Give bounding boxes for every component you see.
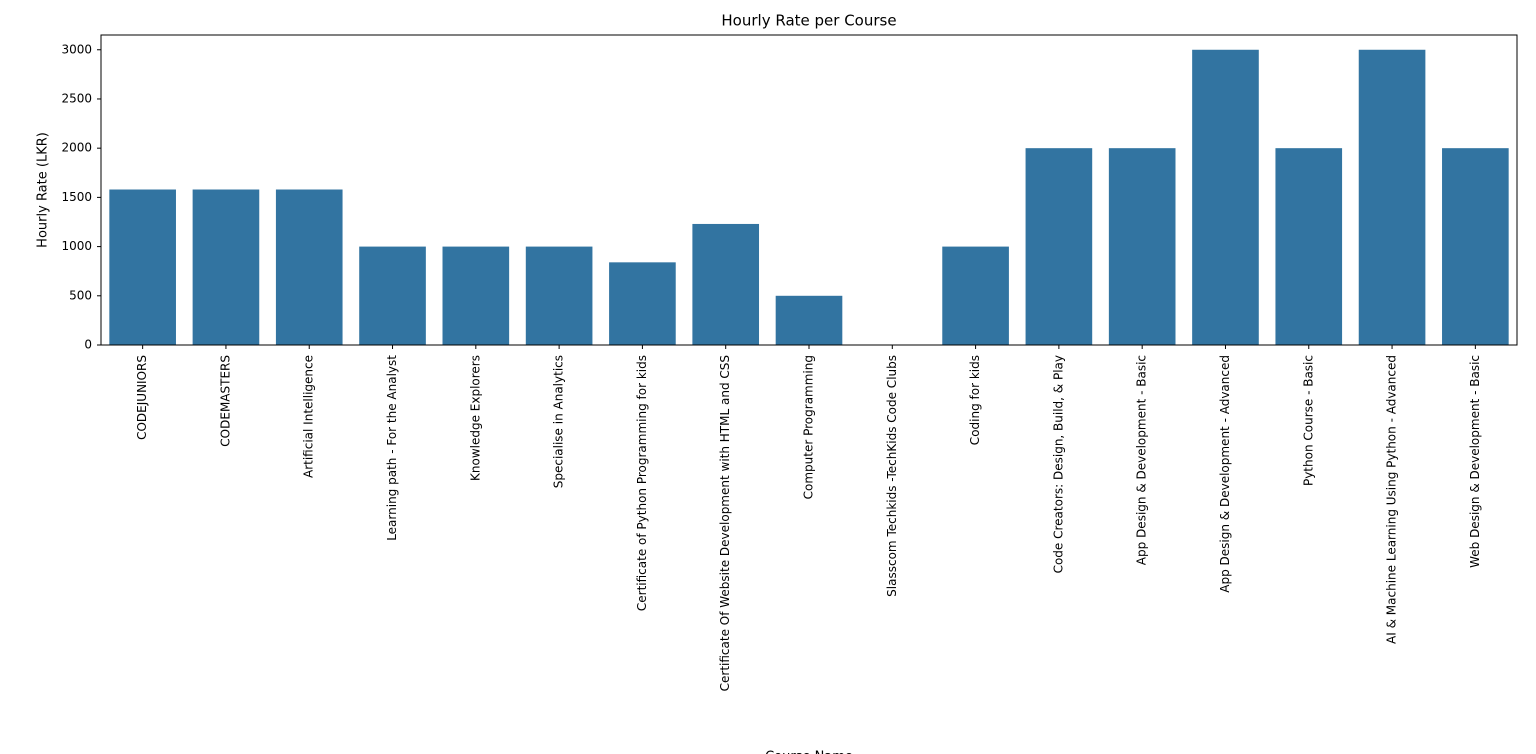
x-tick-label: Learning path - For the Analyst — [385, 355, 399, 541]
x-axis-label: Course Name — [765, 750, 853, 754]
plot-frame — [100, 34, 1518, 346]
x-tick-label: App Design & Development - Advanced — [1218, 355, 1232, 593]
bar — [1442, 148, 1509, 345]
x-tick-label: CODEJUNIORS — [135, 355, 149, 440]
x-tick-label: Coding for kids — [968, 355, 982, 445]
y-tick-label: 1000 — [61, 239, 92, 253]
bar — [1025, 148, 1093, 345]
x-tick-label: AI & Machine Learning Using Python - Adv… — [1385, 355, 1399, 644]
bar — [1108, 148, 1176, 345]
bar — [1275, 148, 1343, 345]
x-tick-label: Certificate Of Website Development with … — [718, 355, 732, 691]
x-tick-label: Artificial Intelligence — [302, 355, 316, 478]
y-tick-label: 2000 — [61, 141, 92, 155]
x-tick-label: CODEMASTERS — [218, 355, 232, 447]
bar — [942, 246, 1009, 345]
x-tick-label: Slasscom Techkids -TechKids Code Clubs — [885, 355, 899, 597]
bar — [109, 189, 176, 345]
y-tick-label: 1500 — [61, 190, 92, 204]
bar — [525, 246, 593, 345]
bar — [609, 262, 676, 345]
x-tick-label: App Design & Development - Basic — [1135, 355, 1149, 565]
x-tick-label: Specialise in Analytics — [552, 355, 566, 488]
y-tick-label: 500 — [69, 288, 92, 302]
x-tick-label: Web Design & Development - Basic — [1468, 355, 1482, 568]
x-tick-label: Computer Programming — [802, 355, 816, 499]
y-tick-label: 2500 — [61, 91, 92, 105]
x-tick-label: Certificate of Python Programming for ki… — [635, 355, 649, 611]
x-tick-label: Code Creators: Design, Build, & Play — [1051, 355, 1065, 573]
x-tick-label: Python Course - Basic — [1301, 355, 1315, 486]
bar — [275, 189, 343, 345]
y-axis-label: Hourly Rate (LKR) — [36, 132, 51, 248]
bar — [192, 189, 260, 345]
bar — [692, 223, 760, 345]
x-tick-label: Knowledge Explorers — [468, 355, 482, 481]
bar — [1192, 49, 1259, 346]
bar — [1358, 49, 1426, 346]
chart-title: Hourly Rate per Course — [721, 12, 896, 30]
y-tick-label: 0 — [84, 338, 92, 352]
bar — [442, 246, 510, 345]
bar — [359, 246, 426, 345]
bar — [775, 295, 843, 345]
y-tick-label: 3000 — [61, 42, 92, 56]
